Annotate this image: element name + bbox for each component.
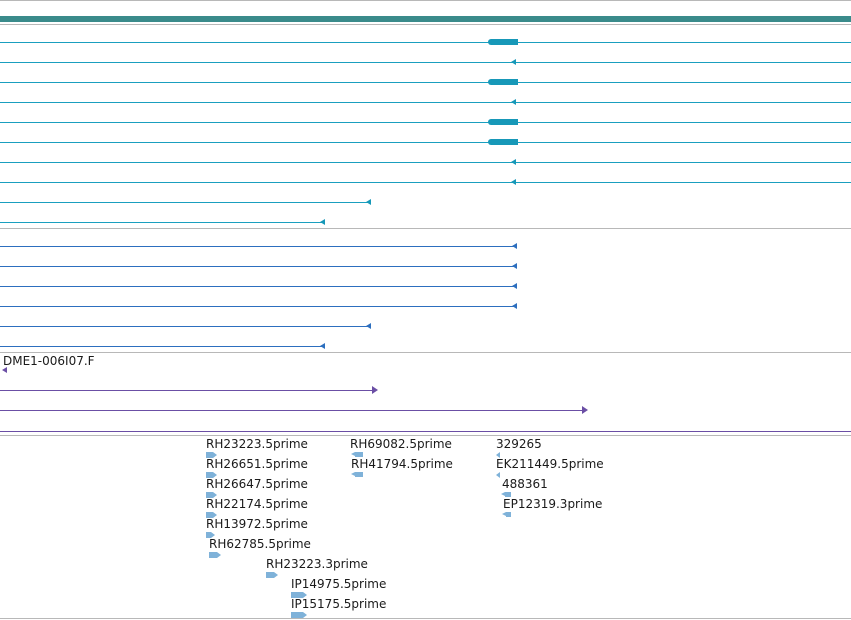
transcript-end-arrow	[511, 59, 516, 65]
bottom-border	[0, 618, 851, 619]
est-label: RH69082.5prime	[350, 437, 452, 451]
est-feature[interactable]	[496, 452, 500, 458]
transcript-cds-block[interactable]	[488, 139, 518, 145]
transcript-cds-block[interactable]	[488, 119, 518, 125]
transcript-line[interactable]	[0, 142, 851, 143]
est-label: IP14975.5prime	[291, 577, 387, 591]
est-feature[interactable]	[206, 512, 217, 518]
protein-end-arrow	[366, 323, 371, 329]
transcript-line[interactable]	[0, 62, 851, 63]
track-separator	[0, 228, 851, 229]
protein-line[interactable]	[0, 266, 514, 267]
transcript-cds-block[interactable]	[488, 79, 518, 85]
est-label: 488361	[502, 477, 548, 491]
protein-line[interactable]	[0, 326, 368, 327]
est-label: RH13972.5prime	[206, 517, 308, 531]
protein-line[interactable]	[0, 306, 514, 307]
clone-line[interactable]	[0, 410, 584, 411]
est-feature[interactable]	[501, 492, 511, 497]
clone-end-arrow	[372, 386, 378, 394]
transcript-line[interactable]	[0, 182, 851, 183]
est-label: 329265	[496, 437, 542, 451]
clone-line[interactable]	[0, 390, 374, 391]
clone-track-line	[0, 431, 851, 432]
transcript-end-arrow	[511, 159, 516, 165]
est-feature[interactable]	[206, 472, 217, 478]
protein-line[interactable]	[0, 246, 514, 247]
top-border	[0, 0, 851, 1]
est-label: RH62785.5prime	[209, 537, 311, 551]
clone-end-arrow	[582, 406, 588, 414]
transcript-end-arrow	[320, 219, 325, 225]
transcript-end-arrow	[511, 179, 516, 185]
protein-end-arrow	[512, 243, 517, 249]
gene-span-separator	[0, 24, 851, 25]
est-label: EK211449.5prime	[496, 457, 604, 471]
clone-label: DME1-006I07.F	[3, 354, 95, 368]
est-feature[interactable]	[351, 472, 363, 477]
track-separator	[0, 352, 851, 353]
est-label: RH26651.5prime	[206, 457, 308, 471]
est-feature[interactable]	[266, 572, 278, 578]
est-label: RH23223.5prime	[206, 437, 308, 451]
est-feature[interactable]	[209, 552, 221, 558]
transcript-line[interactable]	[0, 222, 322, 223]
protein-end-arrow	[512, 263, 517, 269]
transcript-line[interactable]	[0, 162, 851, 163]
clone-end-arrow[interactable]	[2, 367, 7, 373]
est-feature[interactable]	[206, 492, 217, 498]
est-label: IP15175.5prime	[291, 597, 387, 611]
protein-line[interactable]	[0, 286, 514, 287]
transcript-line[interactable]	[0, 42, 851, 43]
est-feature[interactable]	[206, 532, 215, 538]
transcript-end-arrow	[366, 199, 371, 205]
transcript-end-arrow	[511, 99, 516, 105]
est-label: RH26647.5prime	[206, 477, 308, 491]
est-label: RH22174.5prime	[206, 497, 308, 511]
est-feature[interactable]	[206, 452, 217, 458]
protein-end-arrow	[320, 343, 325, 349]
transcript-cds-block[interactable]	[488, 39, 518, 45]
est-feature[interactable]	[351, 452, 363, 457]
est-feature[interactable]	[291, 592, 307, 598]
est-label: RH23223.3prime	[266, 557, 368, 571]
protein-line[interactable]	[0, 346, 322, 347]
gene-span-bar[interactable]	[0, 16, 851, 22]
est-feature[interactable]	[502, 512, 511, 517]
track-separator	[0, 435, 851, 436]
transcript-line[interactable]	[0, 202, 368, 203]
est-feature[interactable]	[496, 472, 500, 478]
transcript-line[interactable]	[0, 82, 851, 83]
transcript-line[interactable]	[0, 122, 851, 123]
protein-end-arrow	[512, 283, 517, 289]
transcript-line[interactable]	[0, 102, 851, 103]
est-feature[interactable]	[291, 612, 307, 618]
est-label: EP12319.3prime	[503, 497, 603, 511]
est-label: RH41794.5prime	[351, 457, 453, 471]
protein-end-arrow	[512, 303, 517, 309]
